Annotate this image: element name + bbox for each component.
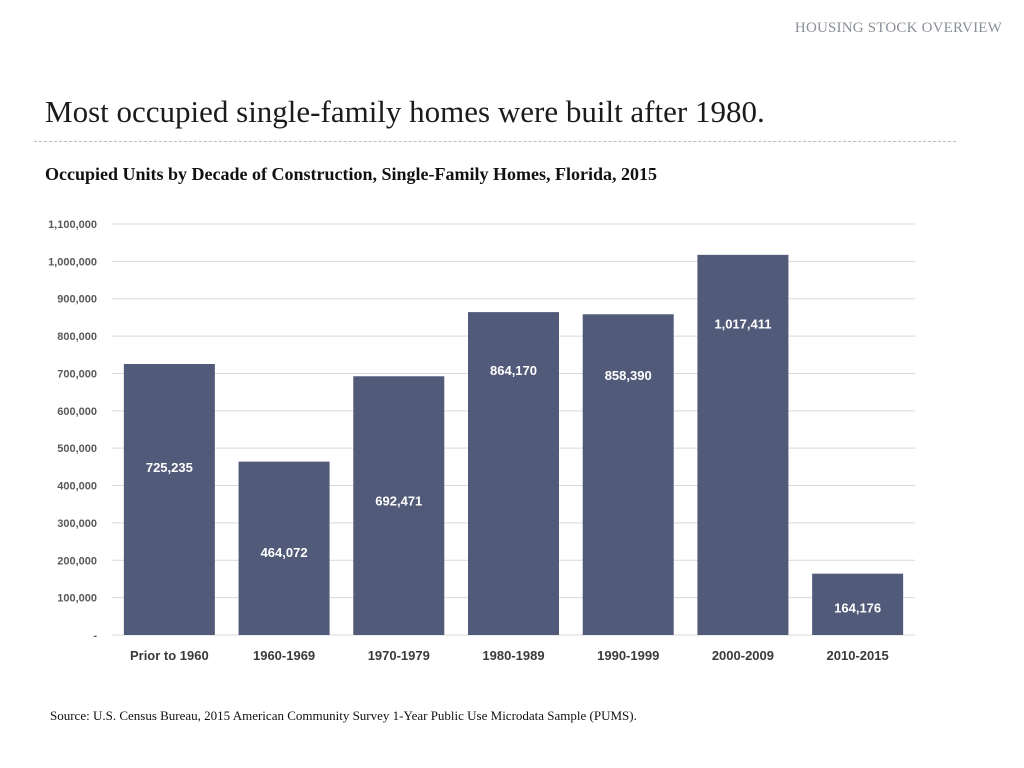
y-tick-label: -	[93, 630, 97, 642]
y-tick-label: 1,100,000	[48, 219, 97, 231]
y-tick-label: 500,000	[57, 443, 97, 455]
x-tick-label: 1970-1979	[368, 648, 430, 663]
x-axis-ticks: Prior to 1960 1960-1969 1970-1979 1980-1989…	[130, 648, 889, 663]
y-tick-label: 400,000	[57, 481, 97, 493]
y-tick-label: 300,000	[57, 518, 97, 530]
bar	[238, 461, 330, 635]
section-label: HOUSING STOCK OVERVIEW	[794, 20, 1002, 36]
bar	[353, 376, 445, 635]
y-tick-label: 100,000	[57, 593, 97, 605]
y-tick-label: 1,000,000	[48, 256, 97, 268]
bar-value-label: 725,235	[146, 460, 193, 475]
x-tick-label: 1980-1989	[482, 648, 544, 663]
bar-chart: - 100,000 200,000 300,000 400,000 500,000 600,…	[48, 219, 915, 663]
bar	[468, 312, 559, 635]
slide-title: Most occupied single-family homes were b…	[45, 94, 765, 129]
chart-title: Occupied Units by Decade of Construction…	[45, 164, 657, 184]
y-axis-ticks: - 100,000 200,000 300,000 400,000 500,000 600,…	[48, 219, 97, 642]
y-tick-label: 600,000	[57, 406, 97, 418]
bar-value-labels: 725,235 464,072 692,471 864,170 858,390 1,017…	[146, 316, 881, 615]
x-tick-label: 2010-2015	[827, 648, 889, 663]
bar	[582, 314, 674, 635]
x-tick-label: 1990-1999	[597, 648, 659, 663]
bar-value-label: 164,176	[834, 600, 881, 615]
y-tick-label: 200,000	[57, 555, 97, 567]
x-tick-label: 2000-2009	[712, 648, 774, 663]
bars	[123, 254, 904, 635]
y-tick-label: 900,000	[57, 294, 97, 306]
bar	[123, 364, 215, 635]
x-tick-label: Prior to 1960	[130, 648, 209, 663]
source-note: Source: U.S. Census Bureau, 2015 America…	[50, 708, 637, 723]
x-tick-label: 1960-1969	[253, 648, 315, 663]
bar-value-label: 858,390	[605, 368, 652, 383]
bar	[812, 573, 904, 635]
bar-value-label: 864,170	[490, 363, 537, 378]
y-tick-label: 800,000	[57, 331, 97, 343]
y-tick-label: 700,000	[57, 368, 97, 380]
title-divider	[34, 141, 956, 142]
bar-value-label: 1,017,411	[714, 316, 771, 331]
bar-value-label: 692,471	[375, 493, 422, 508]
bar-value-label: 464,072	[261, 545, 308, 560]
bar	[697, 254, 789, 635]
